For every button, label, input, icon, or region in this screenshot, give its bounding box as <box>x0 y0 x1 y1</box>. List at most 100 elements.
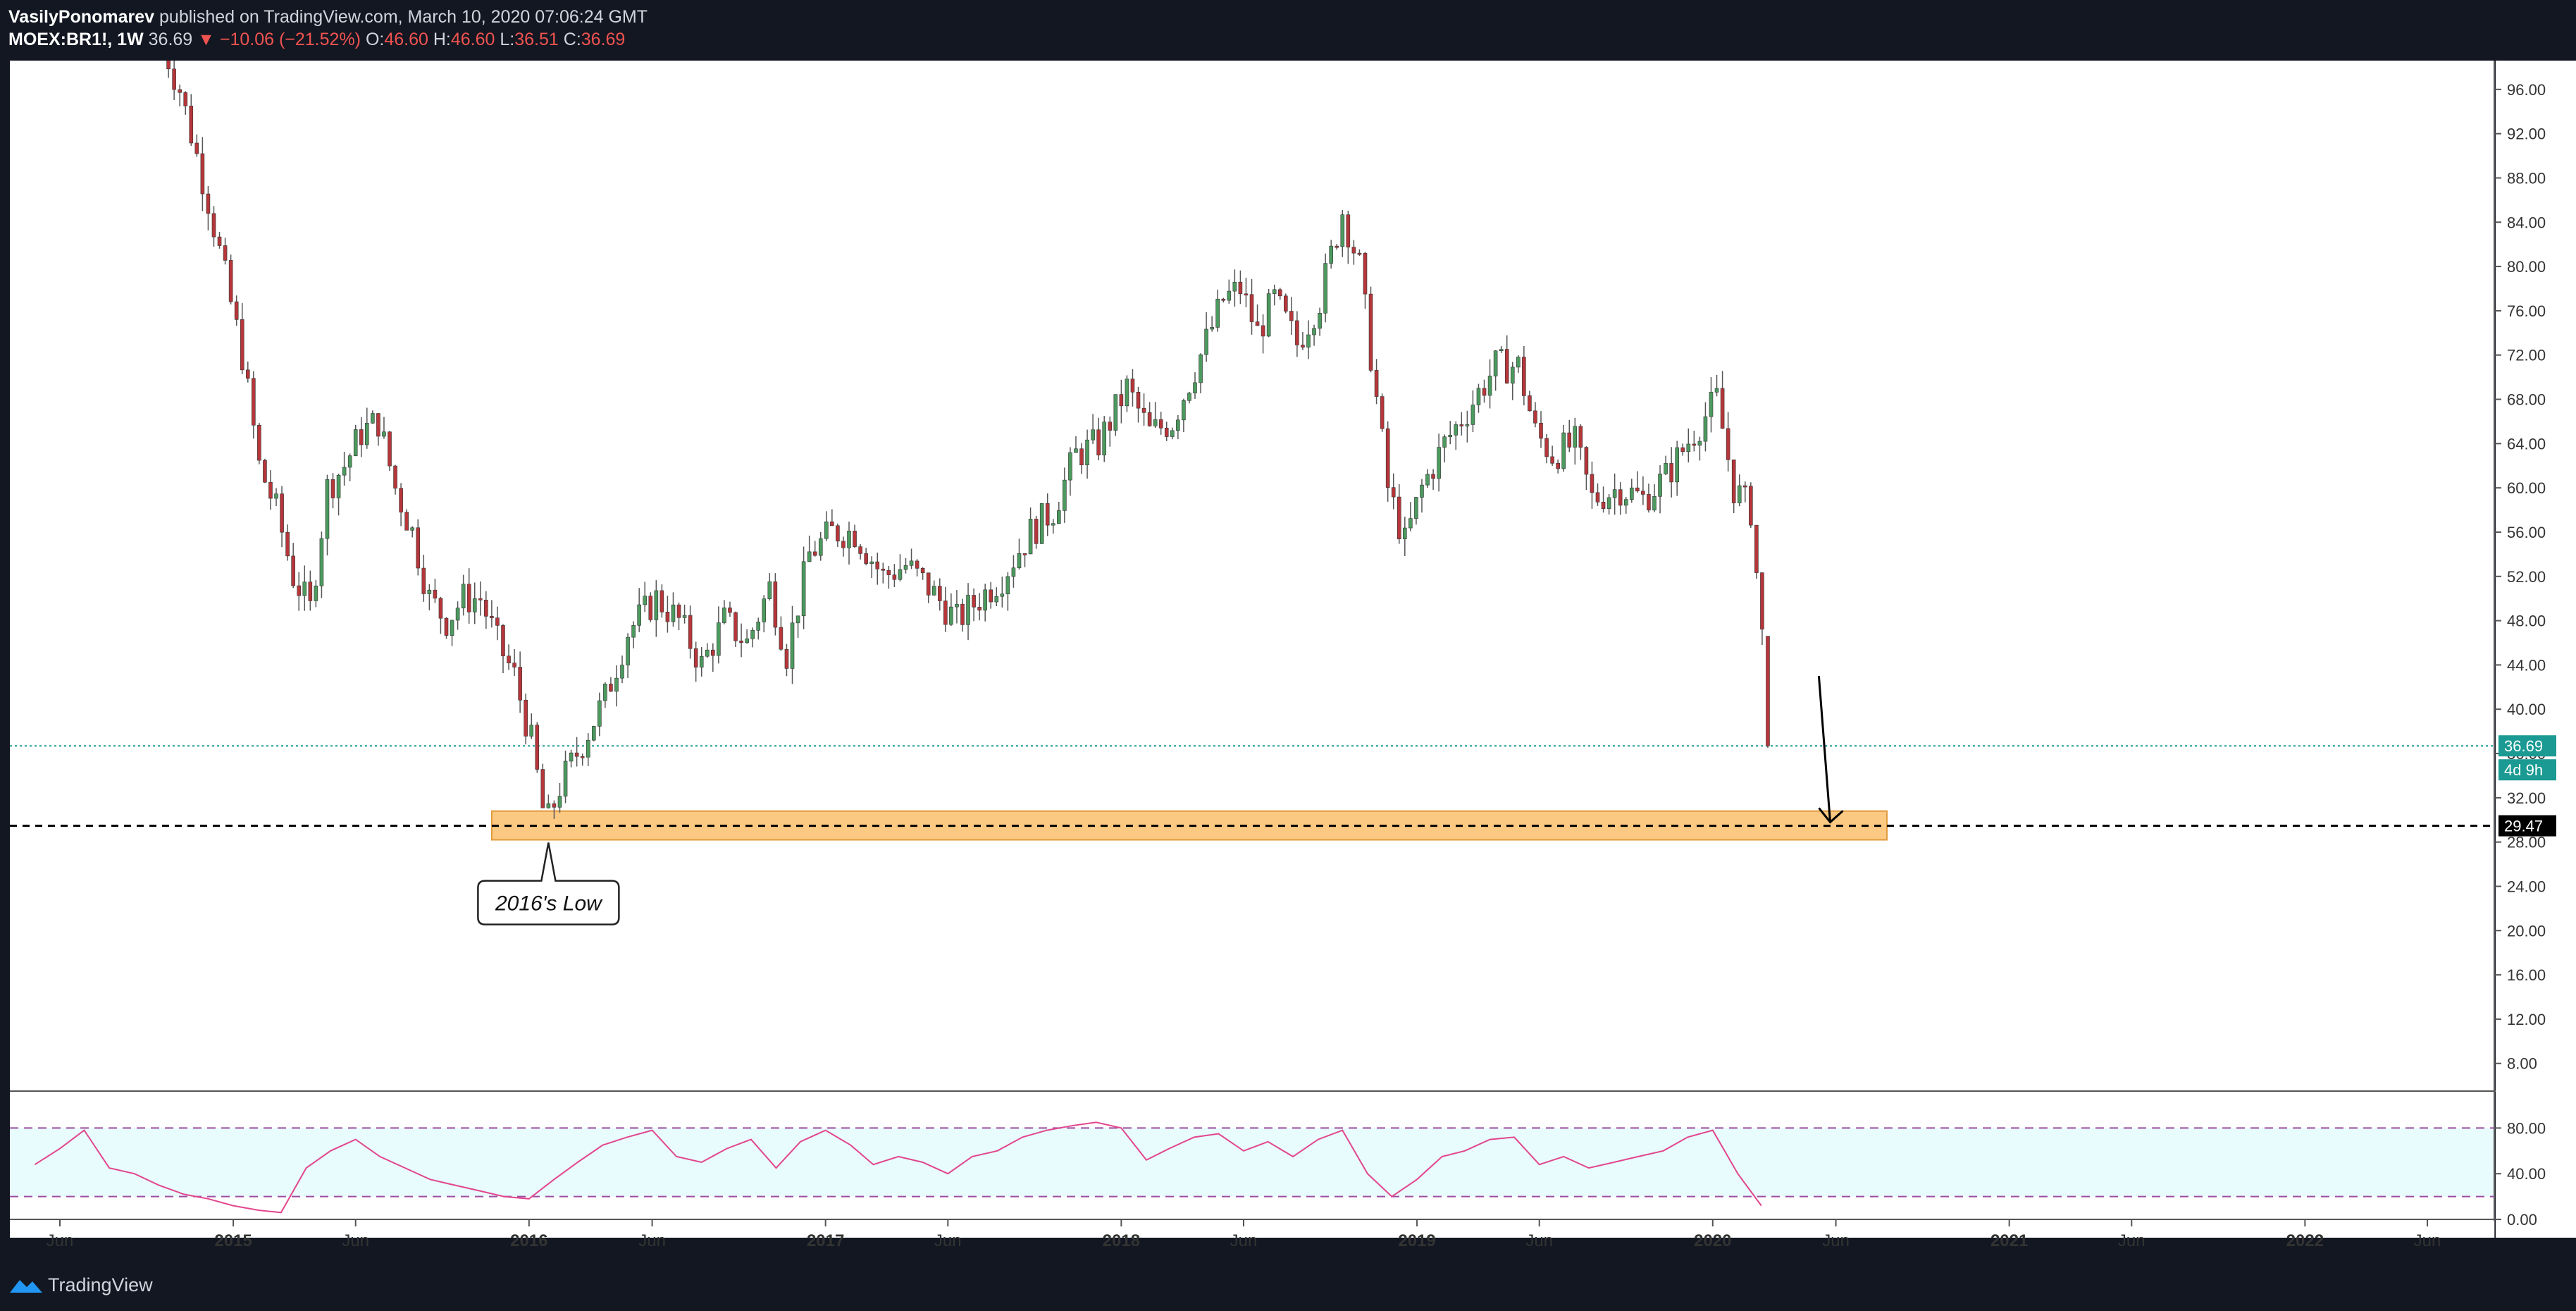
candle-body <box>1249 294 1254 322</box>
candle-body <box>1470 405 1475 425</box>
candle-body <box>529 725 534 737</box>
candle-body <box>909 560 914 566</box>
candle-body <box>1675 447 1679 483</box>
candle-body <box>257 424 261 461</box>
publish-info: VasilyPonomarev published on TradingView… <box>8 7 648 27</box>
candle-body <box>1136 391 1141 409</box>
candle-body <box>1346 214 1351 247</box>
x-tick-label: Jun <box>638 1231 666 1250</box>
candle-body <box>1623 499 1628 506</box>
candle-body <box>1113 394 1118 431</box>
grid <box>10 61 2576 1238</box>
candle-body <box>960 603 965 625</box>
candle-body <box>314 585 318 601</box>
candle-body <box>490 616 494 618</box>
candle-body <box>711 649 715 656</box>
candle-body <box>1664 463 1668 474</box>
brand-name[interactable]: TradingView <box>48 1274 153 1295</box>
candle-body <box>1187 393 1191 401</box>
candle-body <box>466 584 471 613</box>
rsi-y-tick-label: 0.00 <box>2507 1211 2537 1229</box>
candle-body <box>631 624 636 638</box>
y-tick-label: 40.00 <box>2507 701 2546 718</box>
candle-body <box>1034 519 1039 544</box>
candle-body <box>234 301 239 320</box>
candle-body <box>648 596 653 620</box>
candle-body <box>1533 410 1537 424</box>
candle-body <box>1011 567 1016 577</box>
chart-header: VasilyPonomarev published on TradingView… <box>0 0 2576 61</box>
candle-body <box>937 586 942 601</box>
candle-body <box>1487 376 1492 396</box>
candle-body <box>1731 460 1736 503</box>
candle-body <box>903 565 908 570</box>
low-callout[interactable]: 2016's Low <box>477 842 620 925</box>
x-tick-label: Jun <box>934 1231 962 1250</box>
candle-body <box>847 531 851 548</box>
candle-body <box>1590 474 1594 493</box>
candle-body <box>1289 311 1294 321</box>
ohlc-legend: MOEX:BR1!, 1W 36.69 ▼ −10.06 (−21.52%) O… <box>8 30 625 50</box>
candle-body <box>1760 572 1764 630</box>
y-tick-label: 56.00 <box>2507 524 2546 541</box>
projection-arrow[interactable] <box>1817 676 1844 824</box>
plot-area[interactable] <box>10 61 2494 1238</box>
candle-body <box>1221 298 1226 301</box>
candle-body <box>427 589 432 594</box>
price-axis[interactable]: 96.00 92.00 88.00 84.00 80.00 76.00 72.00 68.00… <box>2494 81 2546 1229</box>
candle-body <box>1182 400 1186 421</box>
time-axis[interactable]: Jun 2015 Jun 2016 Jun 2017 Jun 2018 Jun 2019 Jun 20… <box>47 1219 2441 1250</box>
candle-body <box>1238 281 1243 295</box>
candle-body <box>767 581 772 599</box>
candle-body <box>1085 439 1089 466</box>
x-tick-label: 2019 <box>1398 1231 1435 1250</box>
price-chart[interactable]: 2016's Low 96.00 92.00 88.00 84.00 80.00 76.0… <box>0 61 2576 1259</box>
candle-body <box>1686 443 1691 453</box>
countdown-label: 4d 9h <box>2504 761 2543 779</box>
candle-body <box>1618 489 1623 506</box>
candle-body <box>1397 496 1401 540</box>
candle-body <box>1595 492 1600 503</box>
candle-body <box>444 617 449 636</box>
candle-body <box>841 541 846 548</box>
candle-body <box>1204 328 1208 355</box>
candle-body <box>1448 435 1453 438</box>
candle-body <box>524 700 528 737</box>
candle-body <box>1102 421 1107 455</box>
candle-body <box>268 481 273 499</box>
candle-body <box>920 568 925 574</box>
candle-body <box>1431 474 1435 479</box>
candle-body <box>881 568 886 571</box>
candle-body <box>966 595 970 625</box>
time-axis-bg <box>10 1221 2494 1238</box>
candle-body <box>1096 429 1101 455</box>
candle-body <box>818 538 823 556</box>
candle-body <box>178 89 182 93</box>
candle-body <box>1737 485 1742 503</box>
high-value: 46.60 <box>450 30 495 49</box>
candle-body <box>1714 388 1719 393</box>
support-zone[interactable] <box>10 745 2494 841</box>
support-level-label: 29.47 <box>2504 818 2543 835</box>
candle-body <box>830 521 834 527</box>
candle-body <box>263 460 267 483</box>
x-tick-label: Jun <box>2414 1231 2441 1250</box>
candle-body <box>1176 419 1180 431</box>
candle-body <box>371 413 375 424</box>
author-name[interactable]: VasilyPonomarev <box>8 7 155 27</box>
candle-body <box>1283 295 1288 312</box>
candle-body <box>620 665 624 679</box>
candle-body <box>1125 378 1129 407</box>
last-price-badge <box>2498 735 2556 757</box>
symbol-label[interactable]: MOEX:BR1!, 1W <box>8 30 144 49</box>
y-tick-label: 8.00 <box>2507 1055 2537 1073</box>
arrow-shaft <box>1817 676 1832 823</box>
candle-body <box>1556 462 1560 469</box>
candle-body <box>501 625 505 657</box>
candle-body <box>353 429 358 456</box>
tradingview-logo-icon[interactable] <box>8 1274 44 1295</box>
open-label: O: <box>365 30 385 49</box>
candle-body <box>206 193 211 214</box>
arrow-head <box>1818 807 1844 824</box>
candle-body <box>1454 424 1459 436</box>
